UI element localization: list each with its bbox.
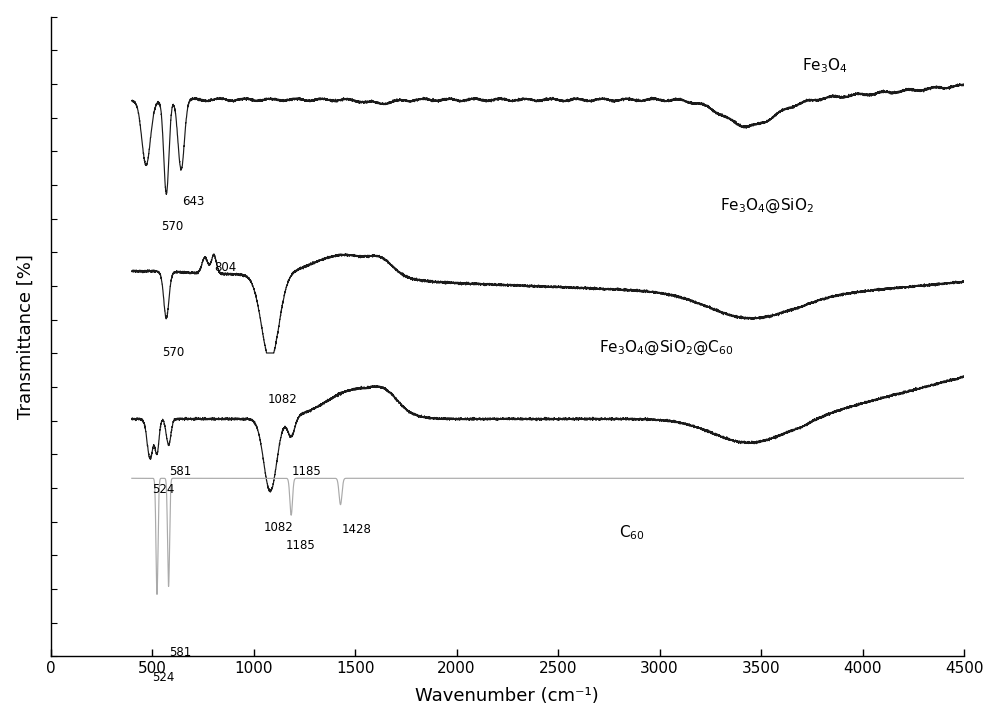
Text: 804: 804 xyxy=(215,261,237,274)
Text: 524: 524 xyxy=(152,671,175,684)
Text: 1428: 1428 xyxy=(341,523,371,536)
Text: 570: 570 xyxy=(162,346,184,359)
Y-axis label: Transmittance [%]: Transmittance [%] xyxy=(17,254,35,419)
Text: 581: 581 xyxy=(169,465,191,478)
Text: 581: 581 xyxy=(169,645,191,658)
Text: Fe$_3$O$_4$@SiO$_2$@C$_{60}$: Fe$_3$O$_4$@SiO$_2$@C$_{60}$ xyxy=(599,339,733,357)
Text: 1082: 1082 xyxy=(268,393,298,406)
Text: Fe$_3$O$_4$: Fe$_3$O$_4$ xyxy=(802,56,848,74)
Text: C$_{60}$: C$_{60}$ xyxy=(619,523,645,542)
Text: 1082: 1082 xyxy=(264,521,294,534)
Text: 524: 524 xyxy=(152,482,175,495)
Text: 1185: 1185 xyxy=(292,465,321,478)
X-axis label: Wavenumber (cm⁻¹): Wavenumber (cm⁻¹) xyxy=(415,687,599,705)
Text: 570: 570 xyxy=(161,220,184,233)
Text: Fe$_3$O$_4$@SiO$_2$: Fe$_3$O$_4$@SiO$_2$ xyxy=(720,196,814,214)
Text: 643: 643 xyxy=(182,195,205,208)
Text: 1185: 1185 xyxy=(286,539,316,552)
